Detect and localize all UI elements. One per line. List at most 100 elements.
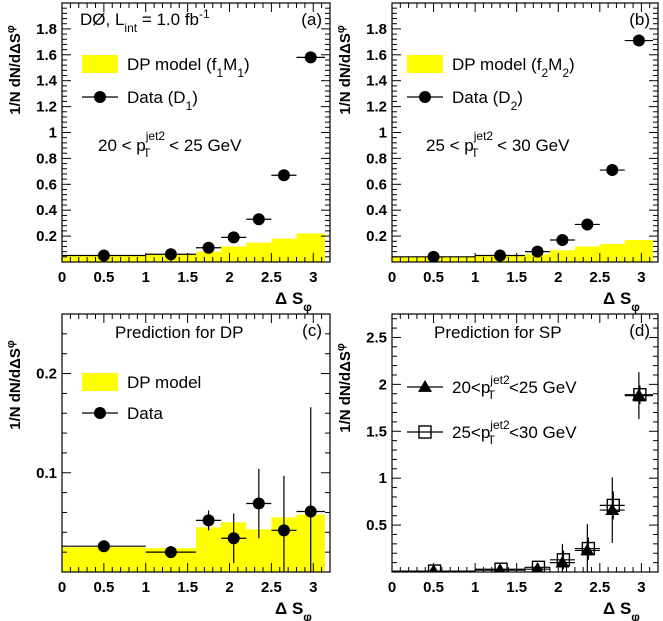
x-tick-label: 0.5 xyxy=(93,579,114,596)
data-point-circle xyxy=(581,218,594,231)
model-bar xyxy=(296,233,325,262)
legend-label: DP model (f2M2) xyxy=(452,55,575,80)
legend-marker-circle xyxy=(94,407,106,419)
legend-label: 20<pjet2 T <25 GeV xyxy=(452,373,577,402)
data-point-circle xyxy=(277,169,290,182)
legend-model-swatch xyxy=(82,55,118,73)
panel-a: 0 0.5 1 1.5 2 2.5 3 0.2 0.4 0.6 0.8 1 1.2 1.4 1.6 1.8 Δ … xyxy=(5,2,331,314)
data-point-circle xyxy=(164,248,177,261)
legend-marker-square xyxy=(418,425,432,439)
pt-cut-label: 25 < pjet2 T < 30 GeV xyxy=(426,129,570,160)
x-tick-label: 3 xyxy=(637,579,645,596)
y-axis-title: 1/N dN/dΔSφ xyxy=(335,25,354,115)
legend-entry: Data xyxy=(82,404,163,423)
data-point-circle xyxy=(252,213,265,226)
plot-area xyxy=(62,407,325,572)
panel-d: 0 0.5 1 1.5 2 2.5 3 0.5 1 1.5 2 2.5 Δ Sφ 1/N dN/dΔSφ (… xyxy=(335,313,659,621)
x-tick-label: 1 xyxy=(471,579,479,596)
x-tick-label: 3 xyxy=(637,269,645,286)
panel-title: Prediction for DP xyxy=(115,323,244,342)
y-tick-label: 1.2 xyxy=(36,99,57,116)
x-axis-title: Δ Sφ xyxy=(275,599,312,621)
data-point-circle xyxy=(494,249,507,262)
data-point-circle xyxy=(202,241,215,254)
data-point-square xyxy=(556,553,571,567)
data-point-square xyxy=(606,498,620,513)
plot-frame xyxy=(391,313,659,573)
model-bar xyxy=(624,239,654,262)
y-tick-label: 1.8 xyxy=(366,21,387,38)
x-tick-label: 1 xyxy=(471,269,479,286)
data-point-circle xyxy=(606,164,619,177)
legend-label: Data (D1) xyxy=(127,88,198,113)
data-point-circle xyxy=(304,51,317,64)
y-tick-label: 0.2 xyxy=(36,366,57,383)
legend-label: 25<pjet2 T <30 GeV xyxy=(452,418,577,447)
x-tick-label: 0 xyxy=(58,269,66,286)
x-tick-label: 1 xyxy=(142,269,150,286)
legend-label: DP model xyxy=(127,373,201,392)
model-bar xyxy=(549,250,575,262)
experiment-label: DØ, Lint = 1.0 fb-1 xyxy=(80,7,210,35)
legend-model-swatch xyxy=(82,373,118,391)
model-bar xyxy=(196,251,222,262)
y-tick-label: 2 xyxy=(379,376,387,393)
x-tick-label: 2 xyxy=(225,579,233,596)
legend-label: Data (D2) xyxy=(452,88,523,113)
y-tick-label: 0.8 xyxy=(36,150,57,167)
legend-entry: DP model (f2M2) xyxy=(407,55,575,80)
panel-label: (b) xyxy=(629,10,650,29)
data-point-triangle xyxy=(580,543,595,556)
data-point-circle xyxy=(556,233,569,246)
x-axis-title: Δ Sφ xyxy=(603,599,640,621)
legend-entry: DP model xyxy=(82,373,201,392)
x-tick-label: 0.5 xyxy=(93,269,114,286)
x-tick-label: 1 xyxy=(142,579,150,596)
x-tick-label: 0 xyxy=(388,579,396,596)
x-tick-label: 2.5 xyxy=(589,269,610,286)
data-point-circle xyxy=(632,34,645,47)
y-tick-label: 0.2 xyxy=(366,228,387,245)
plot-frame xyxy=(61,2,331,263)
x-tick-label: 1.5 xyxy=(506,269,527,286)
model-bar xyxy=(271,238,297,262)
model-bar xyxy=(599,243,625,262)
legend-marker-circle xyxy=(419,91,431,103)
x-tick-label: 2.5 xyxy=(261,269,282,286)
y-tick-label: 0.8 xyxy=(366,150,387,167)
x-tick-label: 1.5 xyxy=(506,579,527,596)
y-tick-label: 0.4 xyxy=(36,202,58,219)
legend-entry: 20<pjet2 T <25 GeV xyxy=(407,373,577,402)
data-point-circle xyxy=(252,497,265,510)
legend-marker-circle xyxy=(94,91,106,103)
model-bar xyxy=(145,548,196,572)
model-bar xyxy=(246,242,272,262)
x-tick-label: 3 xyxy=(309,269,317,286)
y-axis-title: 1/N dN/dΔSφ xyxy=(335,343,354,433)
y-tick-label: 1 xyxy=(49,125,57,142)
model-bar xyxy=(196,527,222,572)
pt-cut-label: 20 < pjet2 T < 25 GeV xyxy=(98,129,242,160)
panel-b: 0 0.5 1 1.5 2 2.5 3 0.2 0.4 0.6 0.8 1 1.2 1.4 1.6 1.8 Δ … xyxy=(335,2,659,314)
legend-entry: Data (D2) xyxy=(407,88,523,113)
panel-title: Prediction for SP xyxy=(434,323,562,342)
x-tick-label: 1.5 xyxy=(177,269,198,286)
legend-entry: 25<pjet2 T <30 GeV xyxy=(407,418,577,447)
y-tick-label: 1 xyxy=(379,470,387,487)
panel-c: 0 0.5 1 1.5 2 2.5 3 0.1 0.2 Δ Sφ 1/N dN/dΔSφ (c) Pre… xyxy=(5,313,331,621)
data-point-triangle xyxy=(555,555,570,568)
legend-model-swatch xyxy=(407,55,443,73)
legend-label: DP model (f1M1) xyxy=(127,55,250,80)
legend-label: Data xyxy=(127,404,163,423)
x-axis-title: Δ Sφ xyxy=(603,289,640,314)
data-point-circle xyxy=(202,514,215,527)
x-tick-label: 2.5 xyxy=(261,579,282,596)
x-tick-label: 0 xyxy=(58,579,66,596)
data-point-circle xyxy=(277,524,290,537)
data-point-circle xyxy=(97,540,110,553)
model-bar xyxy=(574,246,600,262)
data-point-square xyxy=(633,387,647,402)
panel-label: (d) xyxy=(629,321,650,340)
y-tick-label: 0.6 xyxy=(36,176,57,193)
